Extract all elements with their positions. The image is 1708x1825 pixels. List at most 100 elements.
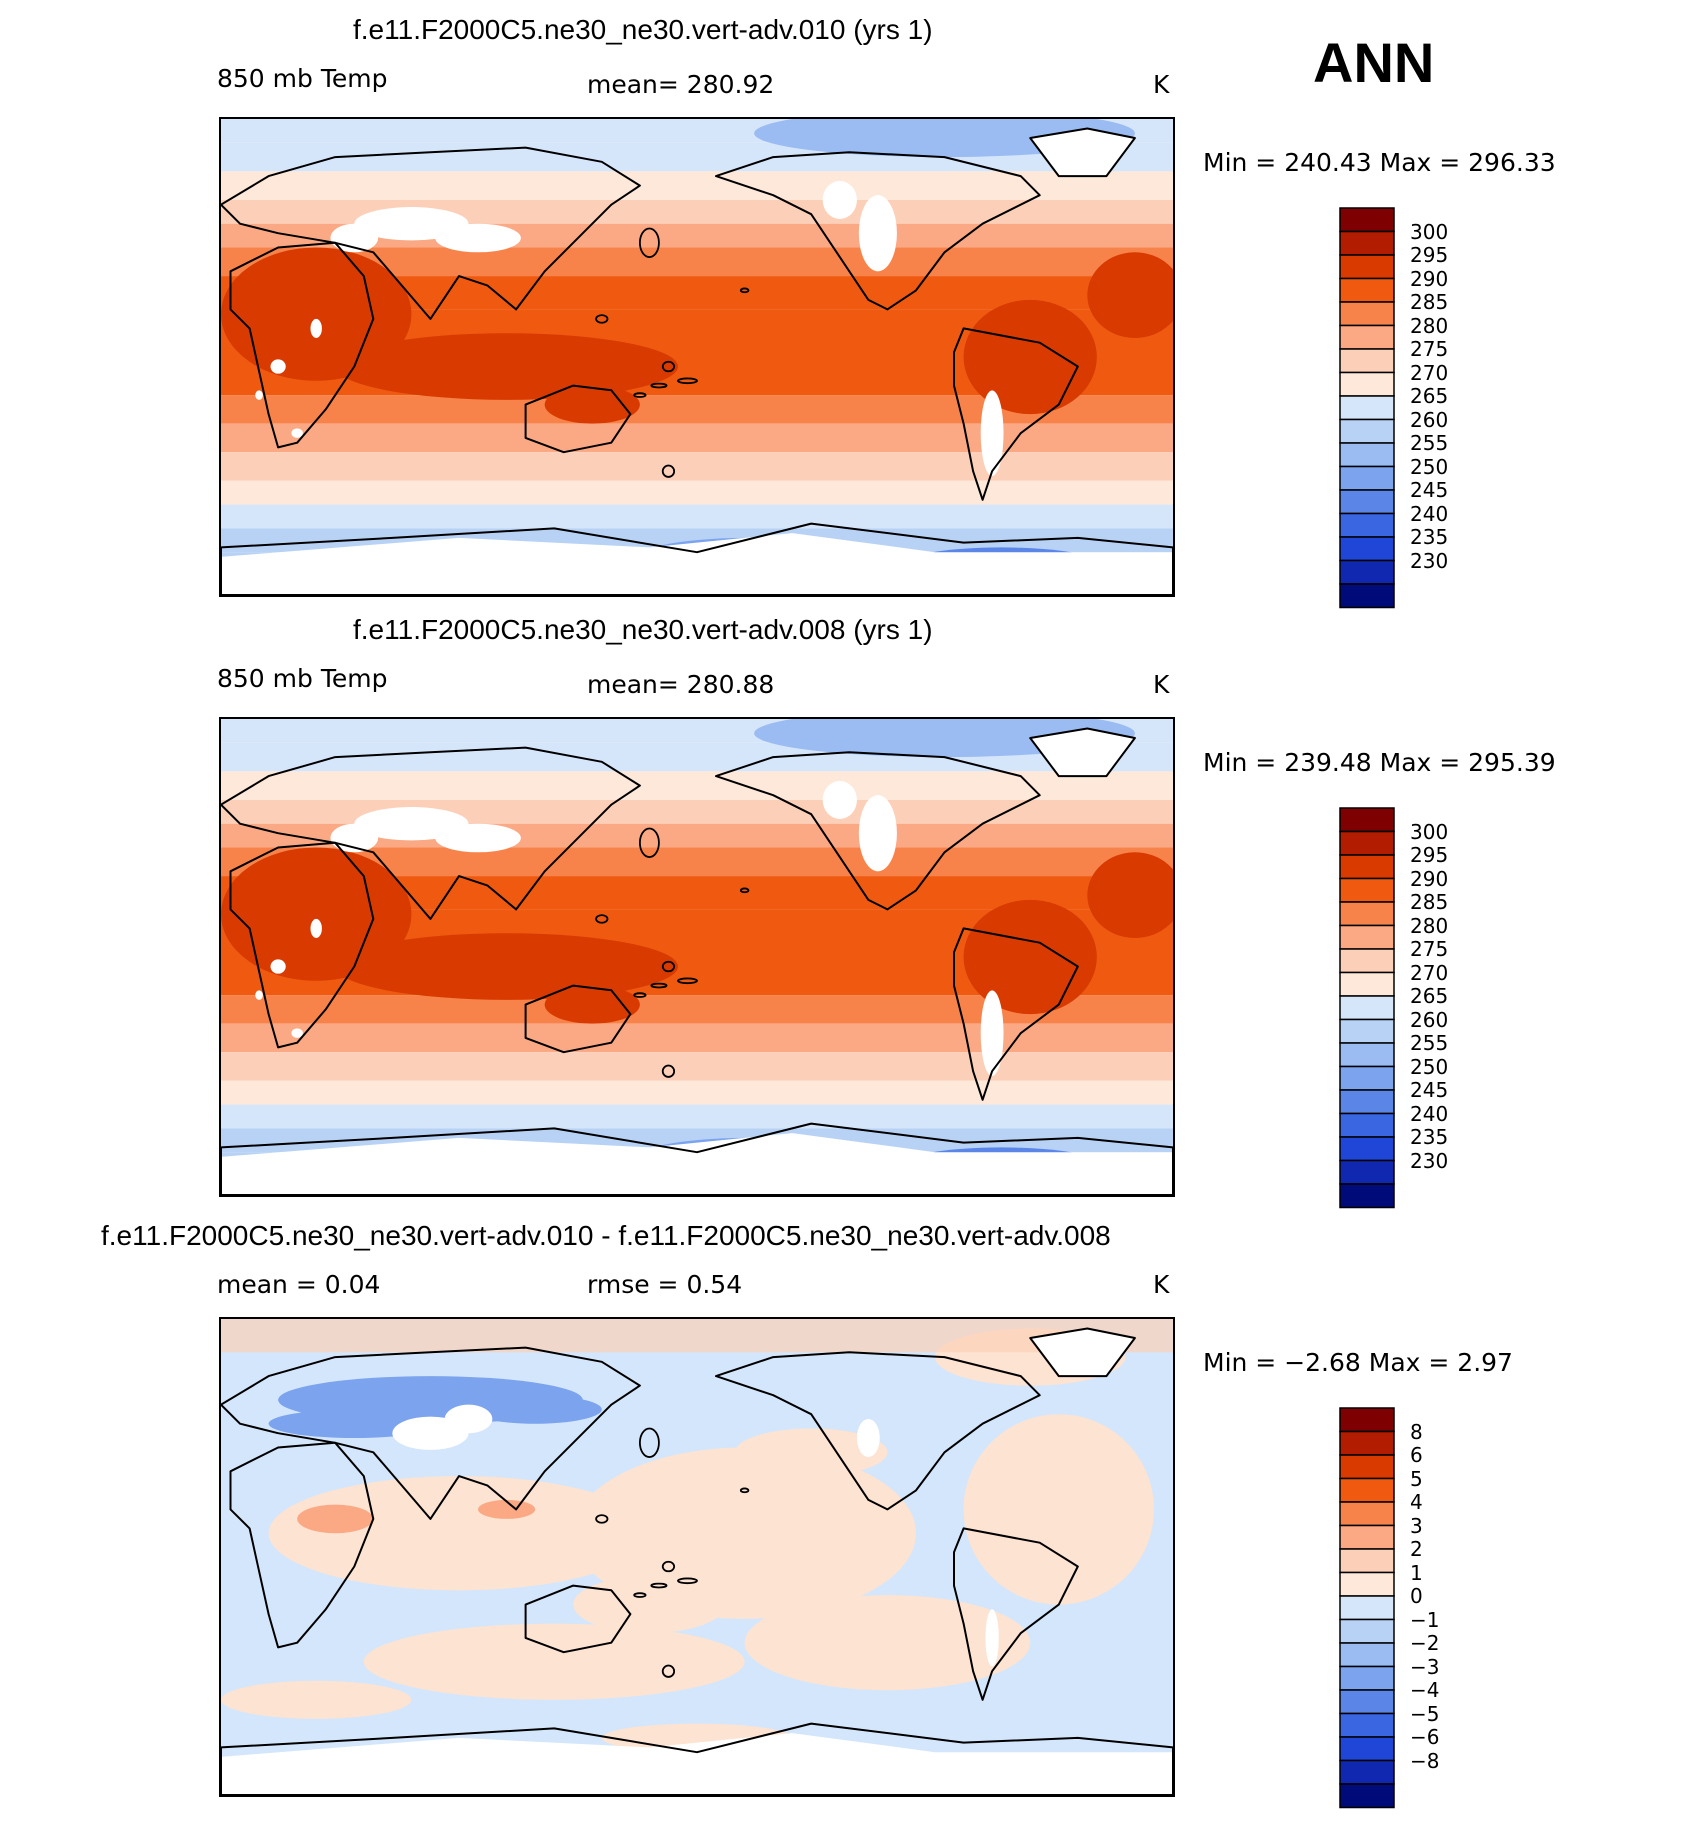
colorbar-tick-label: 250 xyxy=(1410,1054,1449,1079)
warm-core-region xyxy=(1087,252,1173,338)
negative-anomaly-region xyxy=(468,1395,602,1424)
greenland-coastline xyxy=(1029,1327,1136,1378)
colorbar-swatch xyxy=(1339,1042,1395,1068)
colorbar-swatch xyxy=(1339,1183,1395,1209)
temperature-band xyxy=(221,1104,1173,1129)
island-coastline xyxy=(638,1427,660,1458)
colorbar-swatch xyxy=(1339,1689,1395,1715)
warm-core-region xyxy=(963,899,1097,1015)
colorbar-swatch xyxy=(1339,901,1395,927)
island-coastline xyxy=(633,992,647,998)
colorbar-swatch xyxy=(1339,1665,1395,1691)
colorbar-swatch xyxy=(1339,1548,1395,1574)
panel-3-title: f.e11.F2000C5.ne30_ne30.vert-adv.010 - f… xyxy=(101,1220,1111,1251)
island-coastline xyxy=(661,1064,676,1078)
greenland-coastline xyxy=(1029,727,1136,778)
colorbar-tick-label: 290 xyxy=(1410,266,1449,291)
colorbar-swatch xyxy=(1339,1595,1395,1621)
australia-coastline xyxy=(524,384,632,454)
temperature-band xyxy=(221,423,1173,453)
warm-core-region xyxy=(335,333,678,400)
colorbar-tick-label: 250 xyxy=(1410,454,1449,479)
topography-mask xyxy=(435,823,521,853)
colorbar-tick-label: 290 xyxy=(1410,866,1449,891)
island-coastline xyxy=(633,1592,647,1598)
island-coastline xyxy=(677,977,698,985)
island-coastline xyxy=(661,464,676,478)
island-coastline xyxy=(677,377,698,385)
colorbar-swatch xyxy=(1339,324,1395,350)
temperature-band xyxy=(221,1052,1173,1081)
panel-1-colorbar xyxy=(1339,207,1395,609)
island-coastline xyxy=(739,887,750,894)
australia-coastline xyxy=(524,1584,632,1654)
colorbar-swatch xyxy=(1339,1501,1395,1527)
colorbar-swatch xyxy=(1339,948,1395,974)
colorbar-swatch xyxy=(1339,1018,1395,1044)
antarctica-coastline xyxy=(221,1722,1173,1795)
island-coastline xyxy=(661,960,676,973)
colorbar-tick-label: −3 xyxy=(1410,1654,1440,1679)
colorbar-tick-label: 255 xyxy=(1410,431,1449,455)
south-america-coastline xyxy=(953,1527,1079,1701)
colorbar-swatch xyxy=(1339,254,1395,280)
topography-mask xyxy=(291,428,303,438)
panel-1-map xyxy=(219,117,1175,597)
greenland-mask xyxy=(1030,128,1135,177)
topography-mask xyxy=(435,223,521,253)
colorbar-tick-label: 240 xyxy=(1410,1101,1449,1126)
antarctica-mask xyxy=(221,533,1173,595)
colorbar-swatch xyxy=(1339,807,1395,833)
colorbar-tick-label: 295 xyxy=(1410,843,1449,867)
panel-2-minmax: Min = 239.48 Max = 295.39 xyxy=(1203,748,1556,777)
colorbar-tick-label: −2 xyxy=(1410,1631,1440,1655)
colorbar-swatch xyxy=(1339,512,1395,538)
island-coastline xyxy=(595,1514,609,1524)
panel-2-variable: 850 mb Temp xyxy=(217,664,388,693)
positive-anomaly-region xyxy=(735,1428,888,1477)
colorbar-swatch xyxy=(1339,1712,1395,1738)
colorbar-swatch xyxy=(1339,1618,1395,1644)
colorbar-swatch xyxy=(1339,1112,1395,1138)
colorbar-tick-label: 3 xyxy=(1410,1513,1423,1538)
colorbar-swatch xyxy=(1339,995,1395,1021)
topography-mask xyxy=(310,318,322,338)
island-coastline xyxy=(650,982,668,989)
island-coastline xyxy=(739,287,750,294)
colorbar-tick-label: 8 xyxy=(1410,1419,1423,1444)
panel-3-colorbar xyxy=(1339,1407,1395,1809)
season-label: ANN xyxy=(1313,31,1435,94)
positive-anomaly-region xyxy=(221,1680,412,1719)
colorbar-tick-label: 285 xyxy=(1410,890,1449,914)
topography-mask xyxy=(822,180,857,219)
topography-mask xyxy=(291,1028,303,1038)
warm-core-region xyxy=(335,933,678,1000)
island-coastline xyxy=(650,382,668,389)
colorbar-tick-label: 240 xyxy=(1410,501,1449,526)
colorbar-tick-label: 1 xyxy=(1410,1560,1423,1585)
colorbar-tick-label: 265 xyxy=(1410,384,1449,408)
colorbar-tick-label: 6 xyxy=(1410,1443,1423,1467)
panel-1-minmax: Min = 240.43 Max = 296.33 xyxy=(1203,148,1556,177)
colorbar-swatch xyxy=(1339,277,1395,303)
colorbar-tick-label: 230 xyxy=(1410,1148,1449,1173)
positive-anomaly-region xyxy=(963,1414,1154,1605)
colorbar-tick-label: 275 xyxy=(1410,337,1449,361)
colorbar-tick-label: −5 xyxy=(1410,1701,1440,1726)
colorbar-swatch xyxy=(1339,465,1395,491)
topography-mask xyxy=(255,990,263,1000)
colorbar-tick-label: 275 xyxy=(1410,937,1449,961)
colorbar-swatch xyxy=(1339,348,1395,374)
island-coastline xyxy=(638,227,660,258)
panel-2-mean: mean= 280.88 xyxy=(587,670,775,699)
topography-mask xyxy=(985,1609,999,1667)
colorbar-tick-label: 245 xyxy=(1410,478,1449,502)
antarctica-coastline xyxy=(221,522,1173,595)
colorbar-swatch xyxy=(1339,395,1395,421)
colorbar-tick-label: −6 xyxy=(1410,1725,1440,1749)
temperature-band xyxy=(221,480,1173,505)
topography-mask xyxy=(856,1418,880,1458)
colorbar-tick-label: 265 xyxy=(1410,984,1449,1008)
colorbar-swatch xyxy=(1339,1759,1395,1785)
panel-1-mean: mean= 280.92 xyxy=(587,70,775,99)
